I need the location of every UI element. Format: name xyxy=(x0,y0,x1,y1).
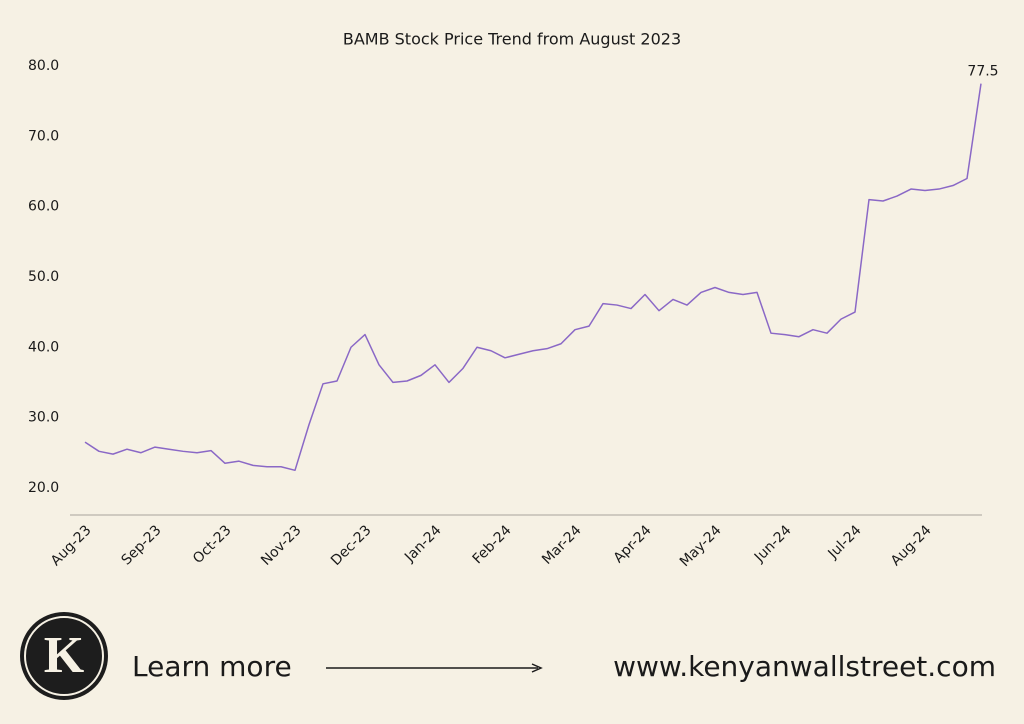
y-tick-label: 20.0 xyxy=(28,480,59,496)
logo xyxy=(20,612,108,700)
y-tick-label: 30.0 xyxy=(28,410,59,426)
y-tick-label: 40.0 xyxy=(28,339,59,355)
y-tick-label: 80.0 xyxy=(28,58,59,74)
y-tick-label: 50.0 xyxy=(28,269,59,285)
logo-ring xyxy=(24,616,104,696)
y-tick-label: 60.0 xyxy=(28,199,59,215)
price-line xyxy=(84,83,982,472)
logo-letter: K xyxy=(44,627,85,684)
url[interactable]: www.kenyanwallstreet.com xyxy=(613,650,996,683)
arrow-head xyxy=(531,663,543,673)
value-label: 77.5 xyxy=(967,64,998,80)
y-tick-label: 70.0 xyxy=(28,128,59,144)
cta[interactable]: Learn more xyxy=(132,650,292,683)
chart-title: BAMB Stock Price Trend from August 2023 xyxy=(343,30,681,49)
